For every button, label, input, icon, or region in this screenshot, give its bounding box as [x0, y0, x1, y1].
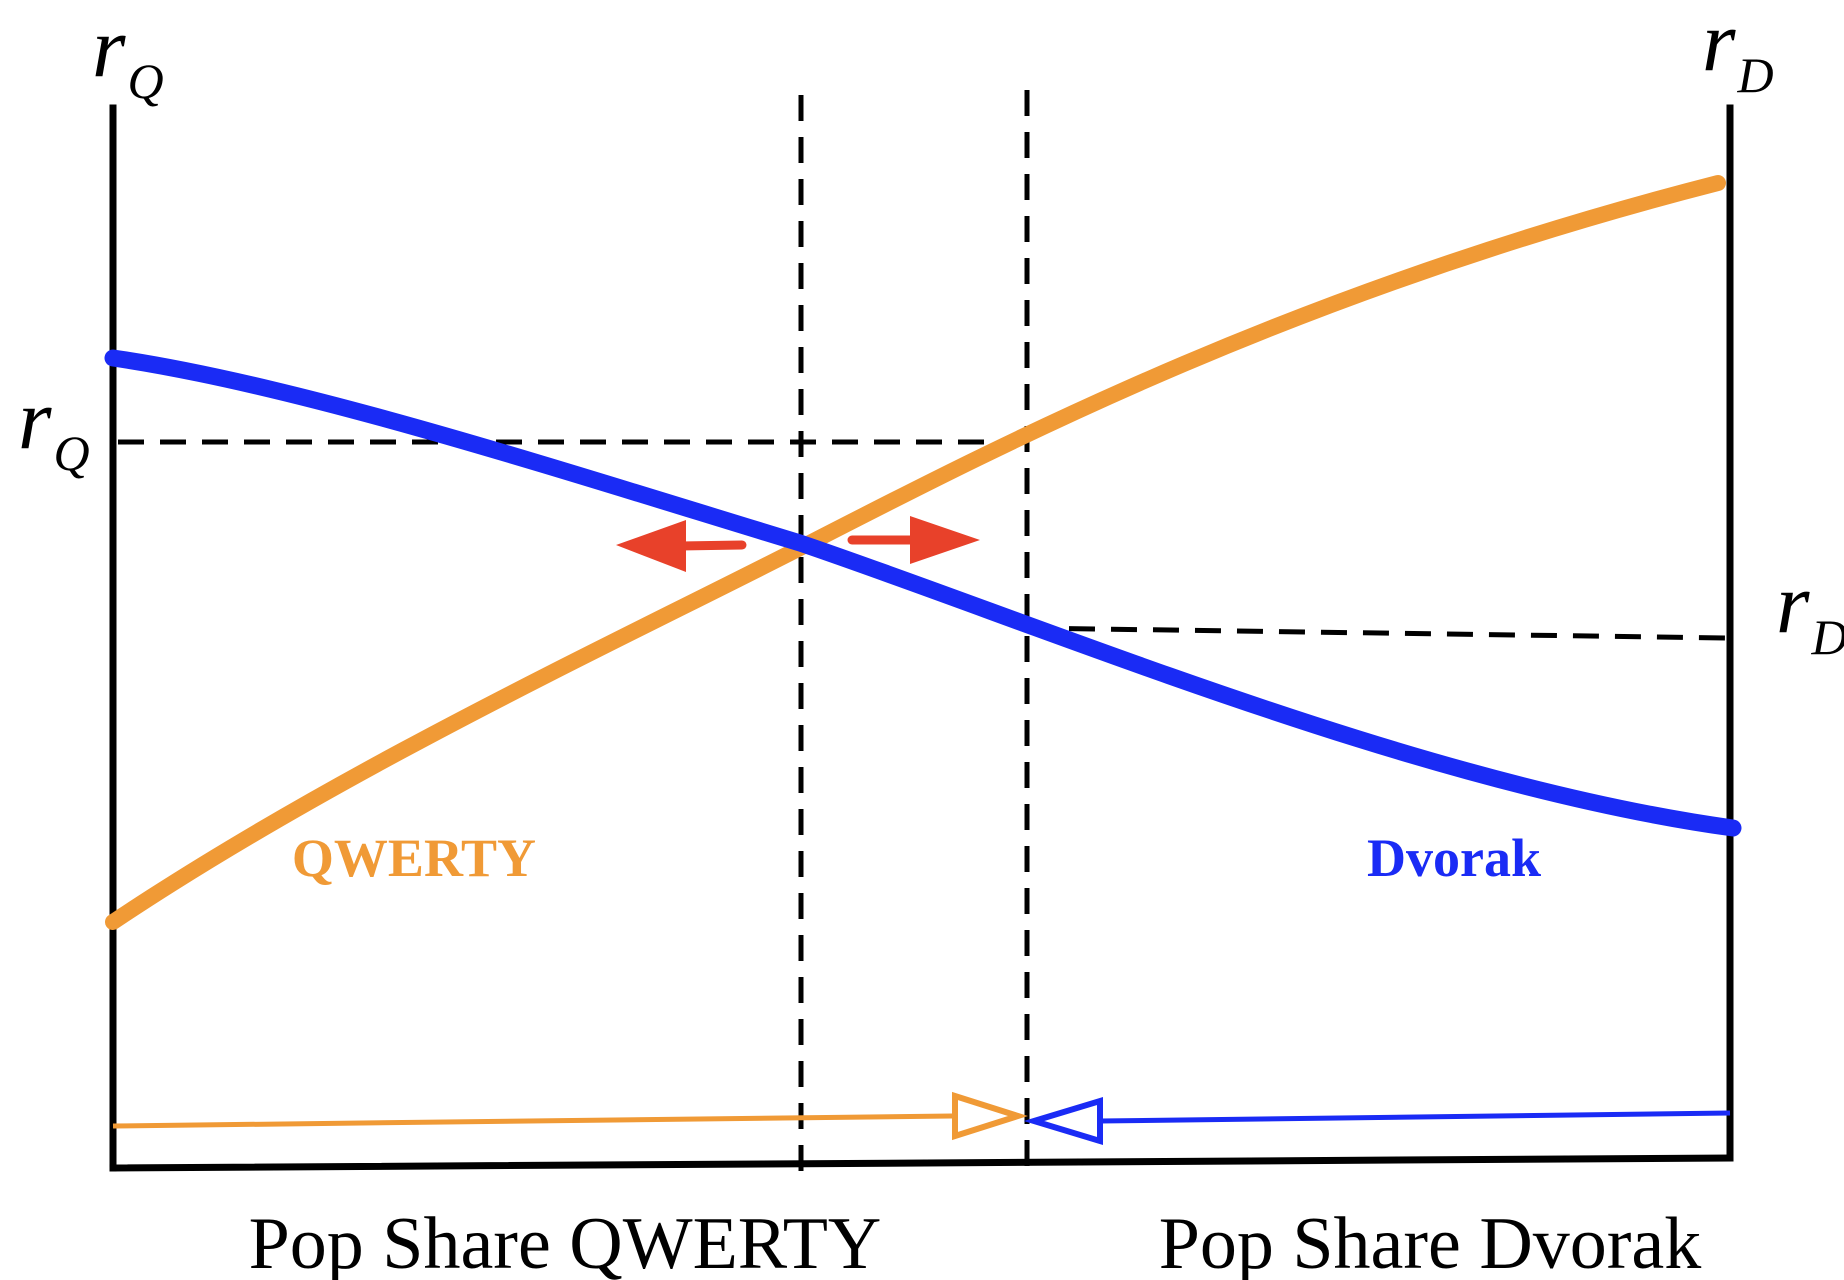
dashed-lines — [118, 90, 1729, 1178]
dvorak-curve — [104, 349, 1742, 837]
qwerty-label: QWERTY — [292, 828, 536, 888]
bottom-label-dvorak: Pop Share Dvorak — [1159, 1203, 1702, 1280]
left-marker-label: rQ — [18, 371, 90, 481]
dvorak-label: Dvorak — [1367, 828, 1541, 888]
bottom-label-qwerty: Pop Share QWERTY — [249, 1203, 882, 1280]
bottom-axis — [109, 1154, 1734, 1172]
left-axis-title: rQ — [92, 0, 164, 109]
left-red-arrow — [616, 520, 747, 572]
dashed-horizontal-rd — [1026, 625, 1729, 641]
right-axis-title: rD — [1702, 0, 1774, 103]
axes-frame — [109, 104, 1734, 1172]
instability-arrows — [616, 516, 980, 572]
right-red-arrow — [847, 516, 980, 564]
dvorak-share-arrow — [1023, 1096, 1731, 1146]
qwerty-share-arrow — [112, 1091, 1028, 1141]
right-marker-label: rD — [1776, 555, 1844, 665]
